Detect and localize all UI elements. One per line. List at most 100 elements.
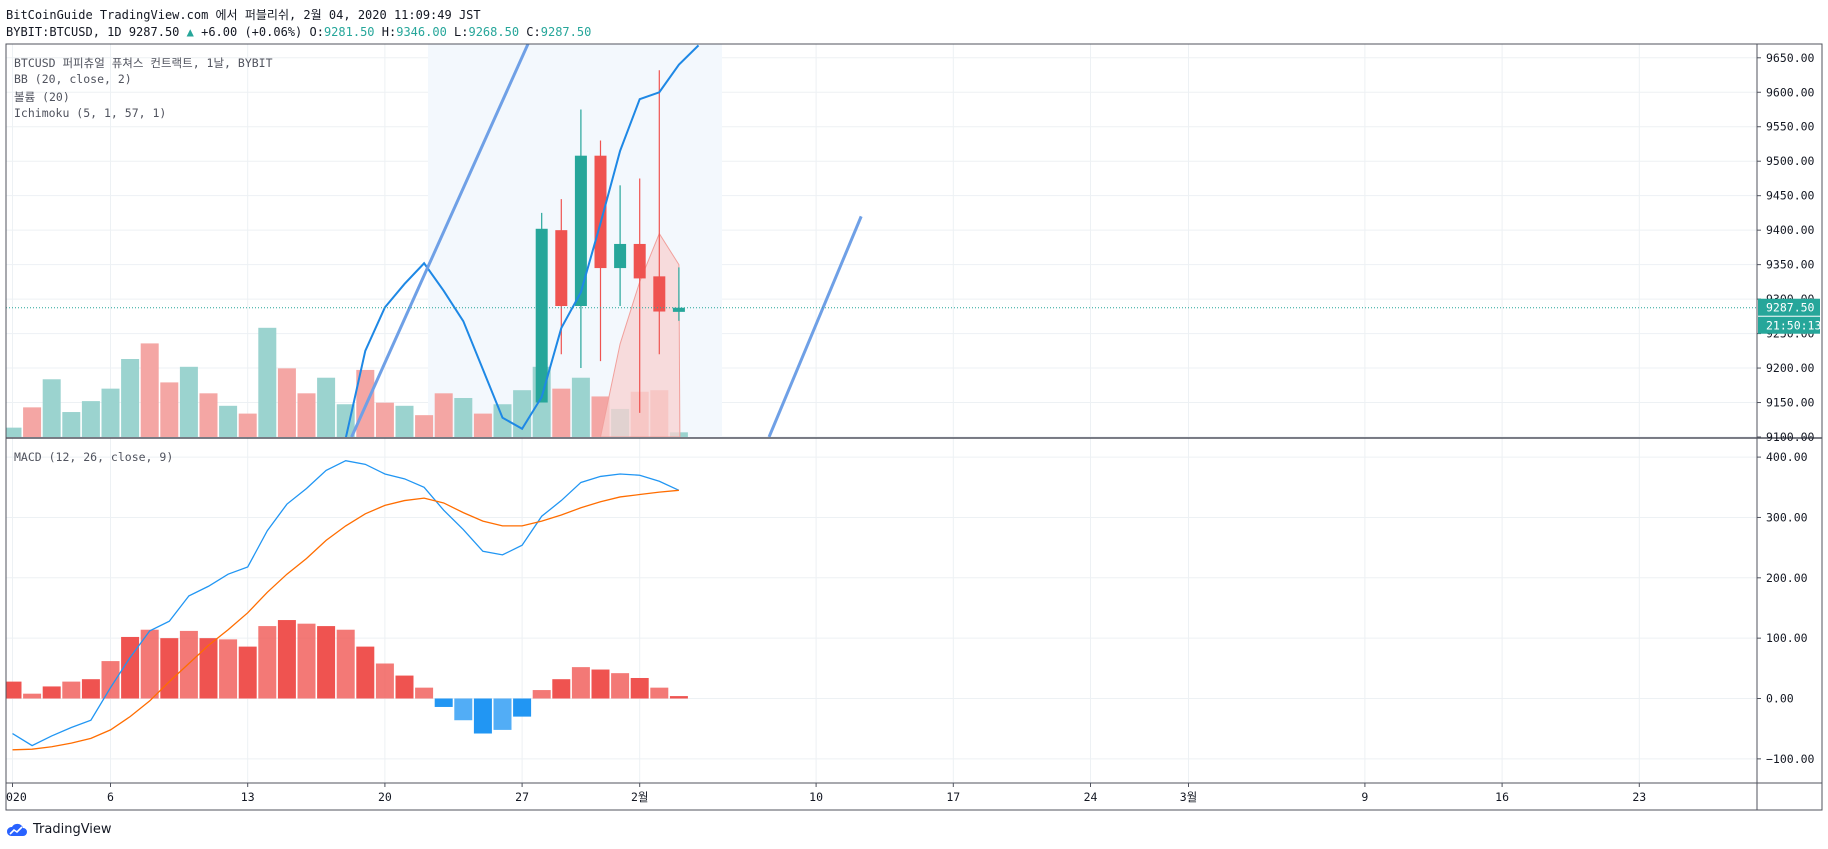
macd-histogram-bar	[42, 686, 61, 699]
macd-histogram-bar	[395, 675, 414, 699]
macd-histogram-bar	[532, 690, 551, 699]
signal-line	[12, 489, 679, 751]
legend-bb[interactable]: BB (20, close, 2)	[14, 72, 132, 86]
macd-tick-label: 0.00	[1766, 692, 1794, 706]
macd-tick-label: 400.00	[1766, 450, 1808, 464]
macd-histogram-bar	[669, 696, 688, 699]
up-arrow-icon: ▲	[186, 25, 194, 39]
symbol-label: BYBIT:BTCUSD, 1D	[6, 25, 122, 39]
cloud-icon	[6, 823, 27, 836]
legend-main[interactable]: BTCUSD 퍼피츄얼 퓨쳐스 컨트랙트, 1날, BYBIT	[14, 56, 273, 70]
legend-ichimoku[interactable]: Ichimoku (5, 1, 57, 1)	[14, 106, 167, 120]
volume-bar	[336, 404, 355, 437]
macd-histogram-bar	[571, 667, 590, 699]
macd-histogram-bar	[160, 638, 179, 699]
legend-macd[interactable]: MACD (12, 26, close, 9)	[14, 450, 174, 464]
volume-bar	[317, 377, 336, 437]
volume-bar	[513, 390, 532, 437]
macd-histogram-bar	[101, 661, 120, 699]
macd-histogram-bar	[473, 698, 492, 734]
time-tick-label: 24	[1084, 790, 1098, 804]
price-tick-label: 9200.00	[1766, 361, 1815, 375]
macd-histogram-bar	[552, 679, 571, 699]
candle-body	[633, 243, 646, 279]
price-tick-label: 9350.00	[1766, 258, 1815, 272]
candle-body	[535, 228, 548, 403]
macd-histogram-bar	[513, 698, 532, 717]
macd-histogram-bar	[434, 698, 453, 707]
candle-body	[672, 307, 685, 312]
candle-body	[555, 230, 568, 306]
candle-body	[574, 155, 587, 306]
trendline	[350, 44, 530, 437]
change-value: +6.00 (+0.06%)	[201, 25, 303, 39]
macd-histogram-bar	[199, 638, 218, 699]
volume-bar	[219, 405, 238, 437]
volume-bar	[297, 393, 316, 437]
volume-bar	[238, 413, 257, 437]
macd-histogram-bar	[238, 646, 257, 699]
time-tick-label: 9	[1361, 790, 1368, 804]
price-tick-label: 9150.00	[1766, 396, 1815, 410]
price-tick-label: 9600.00	[1766, 85, 1815, 99]
macd-tick-label: 300.00	[1766, 510, 1808, 524]
candle-body	[653, 276, 666, 312]
macd-histogram-bar	[650, 687, 669, 699]
macd-histogram-bar	[179, 630, 198, 699]
time-tick-label: 6	[107, 790, 114, 804]
chart-frame	[5, 43, 1823, 811]
price-tick-label: 9450.00	[1766, 189, 1815, 203]
macd-histogram-bar	[375, 663, 394, 699]
macd-tick-label: −100.00	[1766, 752, 1815, 766]
time-tick-label: 2월	[631, 790, 649, 804]
macd-histogram-bar	[415, 687, 434, 699]
publish-header: BitCoinGuide TradingView.com 에서 퍼블리쉬, 2월…	[6, 8, 481, 22]
legend-volume[interactable]: 볼륨 (20)	[14, 90, 70, 104]
time-tick-label: 27	[515, 790, 529, 804]
macd-histogram-bar	[591, 669, 610, 699]
volume-bar	[473, 413, 492, 437]
volume-bar	[258, 327, 277, 437]
volume-bar	[493, 404, 512, 437]
volume-bar	[434, 393, 453, 437]
volume-bar	[552, 388, 571, 437]
open-value: 9281.50	[323, 25, 375, 39]
tradingview-logo[interactable]: TradingView	[6, 822, 112, 837]
time-tick-label: 020	[6, 790, 27, 804]
high-label: H:	[381, 25, 397, 39]
volume-bar	[42, 379, 61, 437]
macd-line	[12, 460, 680, 747]
price-tick-label: 9500.00	[1766, 154, 1815, 168]
macd-histogram-bar	[297, 623, 316, 699]
volume-bar	[375, 402, 394, 437]
price-tag-box	[1758, 298, 1820, 316]
time-tick-label: 20	[378, 790, 392, 804]
macd-histogram-bar	[81, 679, 100, 699]
time-tick-label: 23	[1632, 790, 1646, 804]
close-label: C:	[526, 25, 541, 39]
low-value: 9268.50	[468, 25, 520, 39]
candle-body	[594, 155, 607, 269]
macd-histogram-bar	[62, 681, 81, 699]
macd-histogram-bar	[336, 629, 355, 699]
volume-bar	[454, 398, 473, 437]
macd-histogram-bar	[258, 626, 277, 699]
volume-bar	[23, 407, 42, 437]
macd-histogram-bar	[317, 626, 336, 699]
macd-histogram-bar	[277, 620, 296, 699]
volume-bar	[81, 401, 100, 437]
open-label: O:	[309, 25, 324, 39]
footer-brand: TradingView	[33, 822, 112, 837]
volume-bar	[277, 368, 296, 437]
last-price: 9287.50	[128, 25, 180, 39]
macd-histogram-bar	[219, 639, 238, 699]
price-tick-label: 9400.00	[1766, 223, 1815, 237]
macd-histogram-bar	[23, 693, 42, 699]
candle-body	[614, 243, 627, 269]
macd-tick-label: 100.00	[1766, 631, 1808, 645]
price-tag-text: 9287.50	[1766, 301, 1815, 315]
time-tick-label: 17	[946, 790, 960, 804]
bollinger-upper-line	[344, 44, 700, 437]
time-tick-label: 13	[241, 790, 255, 804]
